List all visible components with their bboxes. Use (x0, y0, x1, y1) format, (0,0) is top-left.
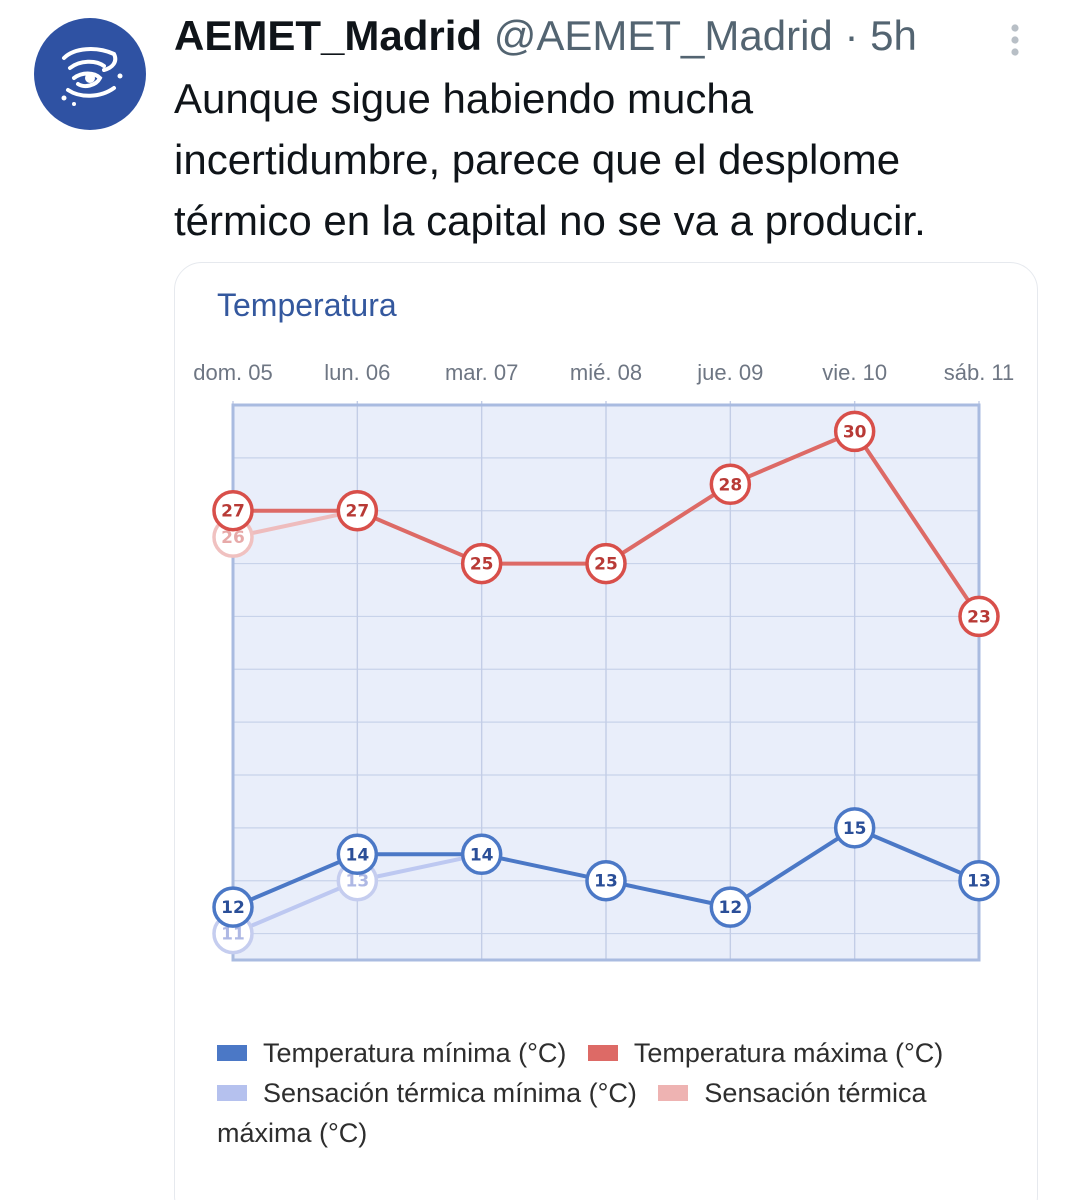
data-label: 13 (967, 872, 991, 892)
more-vertical-icon (1011, 24, 1019, 56)
x-tick-label: jue. 09 (696, 360, 763, 385)
aemet-logo-icon (61, 47, 123, 106)
display-name[interactable]: AEMET_Madrid (174, 12, 483, 59)
tweet-text-line: Aunque sigue habiendo mucha (174, 75, 754, 122)
header-separator: · (844, 12, 859, 59)
data-point (958, 859, 1000, 902)
legend-line: Temperatura mínima (°C) Temperatura máxi… (217, 1033, 1037, 1073)
data-point (833, 410, 876, 453)
tweet-media-image[interactable]: Temperatura dom. 05 lun. 06 mar. 07 mié. 08… (174, 262, 1038, 1200)
legend-line: Sensación térmica mínima (°C) Sensación … (217, 1073, 1037, 1113)
data-label: 11 (221, 925, 245, 945)
data-label: 27 (345, 502, 369, 522)
temperature-chart: dom. 05 lun. 06 mar. 07 mié. 08 jue. 09 vie. … (193, 360, 1015, 962)
tweet-text: Aunque sigue habiendo mucha incertidumbr… (174, 68, 1044, 251)
legend-label: Sensación térmica (704, 1078, 927, 1108)
data-point (958, 595, 1000, 638)
data-label: 25 (594, 555, 618, 575)
data-label: 23 (967, 607, 991, 627)
legend-item-sens-max: Sensación térmica (658, 1078, 940, 1108)
x-tick-label: mar. 07 (445, 360, 518, 385)
tweet-header: AEMET_Madrid @AEMET_Madrid · 5h (174, 12, 917, 60)
user-handle[interactable]: @AEMET_Madrid (493, 12, 833, 59)
chart-legend: Temperatura mínima (°C) Temperatura máxi… (217, 1033, 1037, 1153)
x-tick-label: sáb. 11 (944, 360, 1015, 385)
tweet-text-line: térmico en la capital no se va a produci… (174, 197, 926, 244)
avatar[interactable] (34, 18, 146, 130)
data-label: 28 (718, 475, 742, 495)
data-point (460, 833, 503, 876)
tweet-text-line: incertidumbre, parece que el desplome (174, 136, 901, 183)
data-label: 12 (221, 898, 245, 918)
x-tick-label: vie. 10 (822, 360, 887, 385)
data-label: 27 (221, 502, 245, 522)
data-label: 12 (718, 898, 742, 918)
data-label: 15 (843, 819, 867, 839)
legend-swatch (658, 1085, 689, 1101)
legend-swatch (217, 1045, 247, 1061)
legend-item-temp-min: Temperatura mínima (°C) (217, 1038, 580, 1068)
data-point (585, 859, 627, 902)
plot-border (231, 403, 981, 962)
data-label: 14 (345, 845, 369, 865)
data-point (460, 542, 503, 585)
data-point (833, 807, 876, 849)
data-point (336, 489, 379, 532)
legend-label: Sensación térmica mínima (°C) (263, 1078, 637, 1108)
data-point (212, 489, 254, 532)
legend-label: Temperatura máxima (°C) (633, 1038, 944, 1068)
data-label: 14 (470, 845, 494, 865)
series-line (232, 508, 358, 540)
data-label: 25 (470, 555, 494, 575)
data-label: 26 (221, 528, 245, 548)
x-tick-label: dom. 05 (193, 360, 273, 385)
data-point (212, 886, 254, 928)
legend-swatch (217, 1085, 247, 1101)
data-point (585, 542, 627, 585)
x-tick-label: mié. 08 (570, 360, 642, 385)
data-point (709, 886, 752, 928)
legend-label: máxima (°C) (217, 1118, 368, 1148)
x-tick-label: lun. 06 (324, 360, 390, 385)
tweet-timestamp[interactable]: 5h (870, 12, 917, 59)
legend-item-temp-max: Temperatura máxima (°C) (587, 1038, 957, 1068)
legend-item-sens-min: Sensación térmica mínima (°C) (217, 1078, 651, 1108)
chart-title: Temperatura (217, 287, 397, 323)
legend-line: máxima (°C) (217, 1113, 1037, 1153)
data-label: 13 (345, 872, 369, 892)
data-point (709, 463, 752, 506)
data-label: 13 (594, 872, 618, 892)
data-point (336, 833, 379, 876)
data-label: 30 (843, 422, 867, 442)
more-options-button[interactable] (1003, 20, 1027, 60)
legend-label: Temperatura mínima (°C) (263, 1038, 567, 1068)
legend-swatch (587, 1045, 618, 1061)
